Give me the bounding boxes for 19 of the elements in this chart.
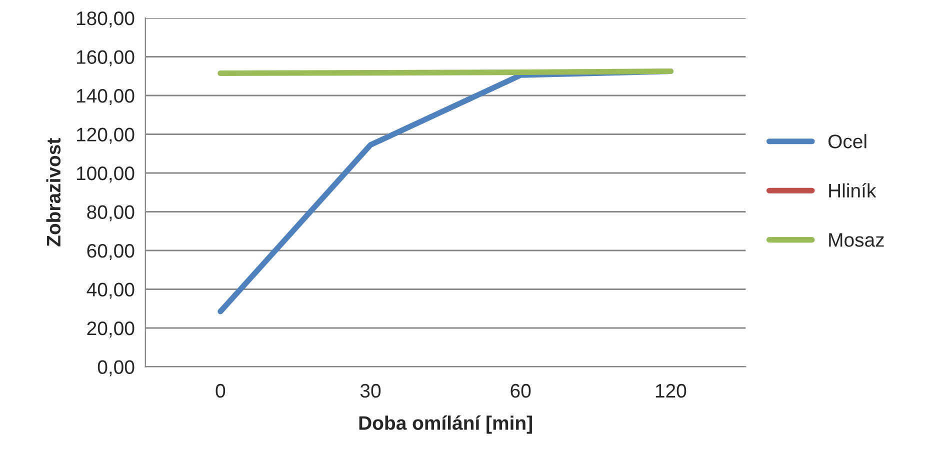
y-tick-label: 180,00: [76, 11, 134, 28]
legend-label: Ocel: [828, 134, 866, 148]
legend-label: Mosaz: [829, 233, 884, 247]
x-tick-label: 0: [216, 384, 226, 398]
y-tick-label: 120,00: [76, 128, 134, 144]
y-axis-title: Zobrazivost: [46, 138, 61, 246]
y-tick-label: 0,00: [98, 360, 134, 376]
y-tick-label: 160,00: [76, 50, 134, 66]
x-tick-label: 60: [510, 384, 531, 398]
y-tick-label: 40,00: [86, 282, 134, 299]
legend-label: Hliník: [829, 183, 876, 198]
y-tick-label: 20,00: [87, 321, 134, 338]
y-tick-label: 60,00: [87, 244, 134, 260]
y-tick-label: 140,00: [76, 88, 134, 106]
y-tick-label: 80,00: [87, 205, 134, 222]
y-tick-label: 100,00: [76, 166, 134, 183]
x-tick-label: 120: [656, 384, 686, 398]
x-tick-label: 30: [360, 384, 381, 398]
x-axis-title: Doba omílání [min]: [359, 415, 532, 434]
